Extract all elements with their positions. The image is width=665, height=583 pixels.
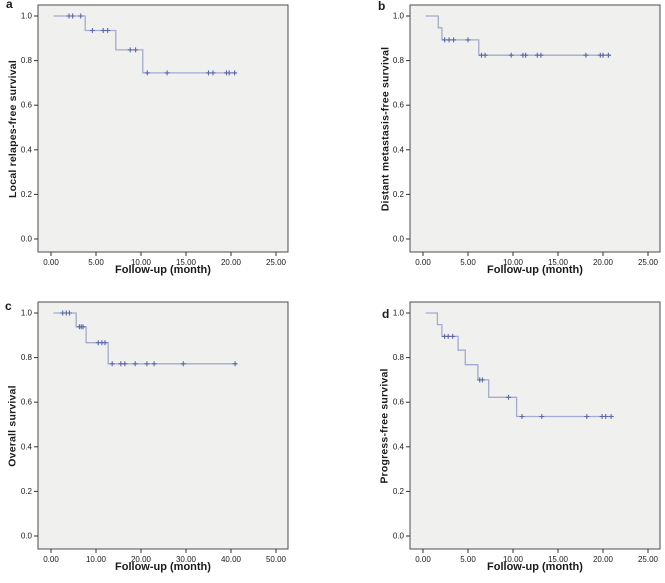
x-tick-label: 40.00 [221,555,242,564]
y-tick-label: 0.0 [21,532,33,541]
x-tick-label: 5.00 [460,258,476,267]
x-tick-label: 20.00 [593,258,614,267]
panel-letter-b: b [378,0,386,13]
km-plot-a: 0.0 0.2 0.4 0.6 0.8 1.0 0.00 5.00 10.00 15.00 20.0… [21,4,289,267]
y-tick-label: 0.4 [393,145,405,154]
y-tick-label: 1.0 [21,309,33,318]
x-tick-label: 25.00 [638,555,659,564]
y-tick-label: 0.0 [393,532,405,541]
x-tick-label: 10.00 [86,555,107,564]
x-tick-label: 20.00 [131,555,152,564]
plot-area [37,4,289,253]
panel-a: a Local relapes-free survival 0.0 0.2 0.4 0… [0,0,332,291]
x-tick-label: 10.00 [503,258,524,267]
survival-curve [425,312,614,418]
y-tick-label: 0.2 [393,190,405,199]
panel-c: c Overall survival 0.0 0.2 0.4 0.6 0.8 1.0 0.0… [0,292,332,583]
x-tick-label: 50.00 [266,555,287,564]
x-tick-label: 15.00 [176,258,197,267]
y-tick-label: 0.2 [21,190,33,199]
x-tick-label: 25.00 [266,258,287,267]
plot-area [37,301,289,550]
y-tick-label: 0.2 [21,487,33,496]
survival-curve [425,15,612,56]
x-tick-label: 15.00 [548,258,569,267]
panel-letter-a: a [6,0,13,11]
y-tick-label: 0.6 [393,101,405,110]
censor-marks [60,310,238,367]
y-tick-label: 0.6 [393,398,405,407]
x-tick-label: 0.00 [415,555,431,564]
censor-marks [442,333,614,419]
x-axis-title: Follow-up (month) [487,264,583,276]
x-tick-label: 0.00 [43,555,59,564]
panel-d: d Progress-free survival 0.0 0.2 0.4 0.6 0.8… [333,292,665,583]
x-tick-label: 20.00 [593,555,614,564]
y-tick-label: 0.8 [393,56,405,65]
survival-curve [53,312,237,365]
plot-area [409,301,661,550]
y-tick-label: 0.4 [21,442,33,451]
y-tick-label: 1.0 [21,12,33,21]
y-tick-label: 0.6 [21,101,33,110]
y-tick-label: 0.8 [393,353,405,362]
x-tick-label: 20.00 [221,258,242,267]
x-tick-label: 0.00 [415,258,431,267]
y-tick-label: 0.2 [393,487,405,496]
y-tick-label: 0.6 [21,398,33,407]
censor-marks [442,37,611,58]
panel-letter-c: c [5,299,12,313]
km-plot-d: 0.0 0.2 0.4 0.6 0.8 1.0 0.00 5.00 10.00 15.00 20.0… [393,301,661,564]
x-tick-label: 10.00 [131,258,152,267]
y-tick-label: 1.0 [393,309,405,318]
x-tick-label: 5.00 [88,258,104,267]
panel-b: b Distant metastasis-free survival 0.0 0.… [333,0,665,291]
x-axis-title: Follow-up (month) [487,561,583,573]
y-tick-label: 1.0 [393,12,405,21]
x-tick-label: 10.00 [503,555,524,564]
x-tick-label: 30.00 [176,555,197,564]
y-tick-label: 0.0 [21,235,33,244]
x-tick-label: 15.00 [548,555,569,564]
km-plot-b: 0.0 0.2 0.4 0.6 0.8 1.0 0.00 5.00 10.00 15.00 20.0… [393,4,661,267]
y-tick-label: 0.8 [21,56,33,65]
survival-curve [53,15,237,74]
y-tick-label: 0.4 [21,145,33,154]
y-tick-label: 0.8 [21,353,33,362]
censor-marks [66,13,238,76]
x-axis-title: Follow-up (month) [115,264,211,276]
x-tick-label: 0.00 [43,258,59,267]
y-tick-label: 0.0 [393,235,405,244]
panel-letter-d: d [382,307,390,321]
x-tick-label: 25.00 [638,258,659,267]
x-axis-title: Follow-up (month) [115,561,211,573]
x-tick-label: 5.00 [460,555,476,564]
km-plot-c: 0.0 0.2 0.4 0.6 0.8 1.0 0.00 10.00 20.00 30.00 40.… [21,301,289,564]
plot-area [409,4,661,253]
y-tick-label: 0.4 [393,442,405,451]
